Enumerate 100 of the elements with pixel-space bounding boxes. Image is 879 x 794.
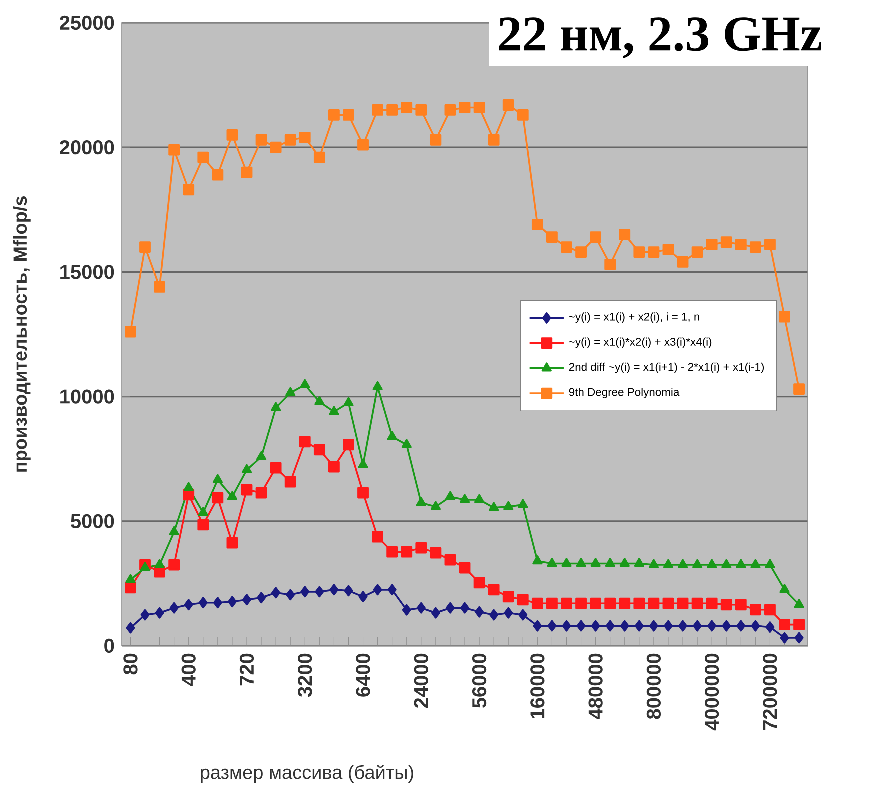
point [706,239,718,250]
x-tick-label: 6400 [356,654,370,697]
point [184,599,194,611]
point [242,594,252,606]
point [212,492,224,504]
point [764,239,776,250]
legend-label: 2nd diff ~y(i) = x1(i+1) - 2*x1(i) + x1(i-1) [569,362,764,374]
point [386,546,398,558]
point [226,129,238,141]
point [692,246,704,258]
point [562,558,572,568]
point [532,598,544,610]
point [502,100,514,111]
point [154,281,166,293]
point [504,607,514,619]
point [648,598,660,610]
point [561,598,572,610]
point [241,484,253,496]
point [576,246,587,258]
point [780,632,790,644]
point [328,110,340,121]
point [664,620,673,632]
point [678,620,688,632]
point [286,589,296,601]
point [502,591,514,603]
point [620,558,630,568]
y-axis-title: производительность, Mflop/s [13,196,31,472]
point [416,542,428,554]
point [750,604,762,616]
x-tick-label: 7200000 [763,654,778,730]
y-tick-label: 10000 [60,390,114,404]
point [475,606,484,618]
point [722,559,732,568]
point [677,598,689,610]
point [663,559,674,568]
point [722,620,732,632]
point [170,602,179,614]
point [620,620,630,632]
point [648,246,660,258]
point [140,562,150,572]
point [490,609,499,621]
point [125,582,136,594]
point [604,598,616,610]
x-tick-label: 80 [124,654,138,675]
x-tick-label: 24000 [414,654,428,708]
point [720,236,732,248]
point [226,537,238,549]
point [576,598,587,610]
point [328,461,340,473]
point [169,526,180,536]
point [604,259,616,270]
point [372,104,384,116]
point [314,152,326,164]
point [517,594,529,606]
point [459,102,471,114]
point [284,134,296,146]
point [751,620,760,632]
point [532,556,543,565]
point [154,559,165,568]
point [126,574,136,584]
y-tick-label: 0 [104,638,114,654]
point [590,598,602,610]
point [300,379,310,388]
point [256,451,267,460]
point [329,406,340,416]
point [401,546,413,558]
point [416,497,426,506]
point [272,587,281,599]
point [794,632,804,644]
point [416,602,426,614]
point [430,501,441,510]
point [315,586,324,598]
legend-label: ~y(i) = x1(i) + x2(i), i = 1, n [569,312,700,324]
x-tick-label: 720 [240,654,254,686]
point [489,502,500,512]
point [460,602,470,614]
point [706,598,718,610]
point [517,110,529,121]
point [547,558,558,568]
point [474,102,486,114]
point [693,620,702,632]
point [634,598,646,610]
point [184,482,194,492]
point [708,620,717,632]
point [446,602,455,614]
point [343,439,354,451]
point [387,431,398,440]
point [358,487,369,499]
point [662,244,674,256]
point [750,242,762,253]
point [546,232,558,244]
point [634,620,644,632]
y-tick-label: 25000 [60,16,114,30]
x-tick-label: 800000 [646,654,662,720]
point [386,104,398,116]
point [270,142,282,154]
point [590,232,602,244]
point [358,591,368,603]
point [677,256,689,268]
point [430,134,442,146]
